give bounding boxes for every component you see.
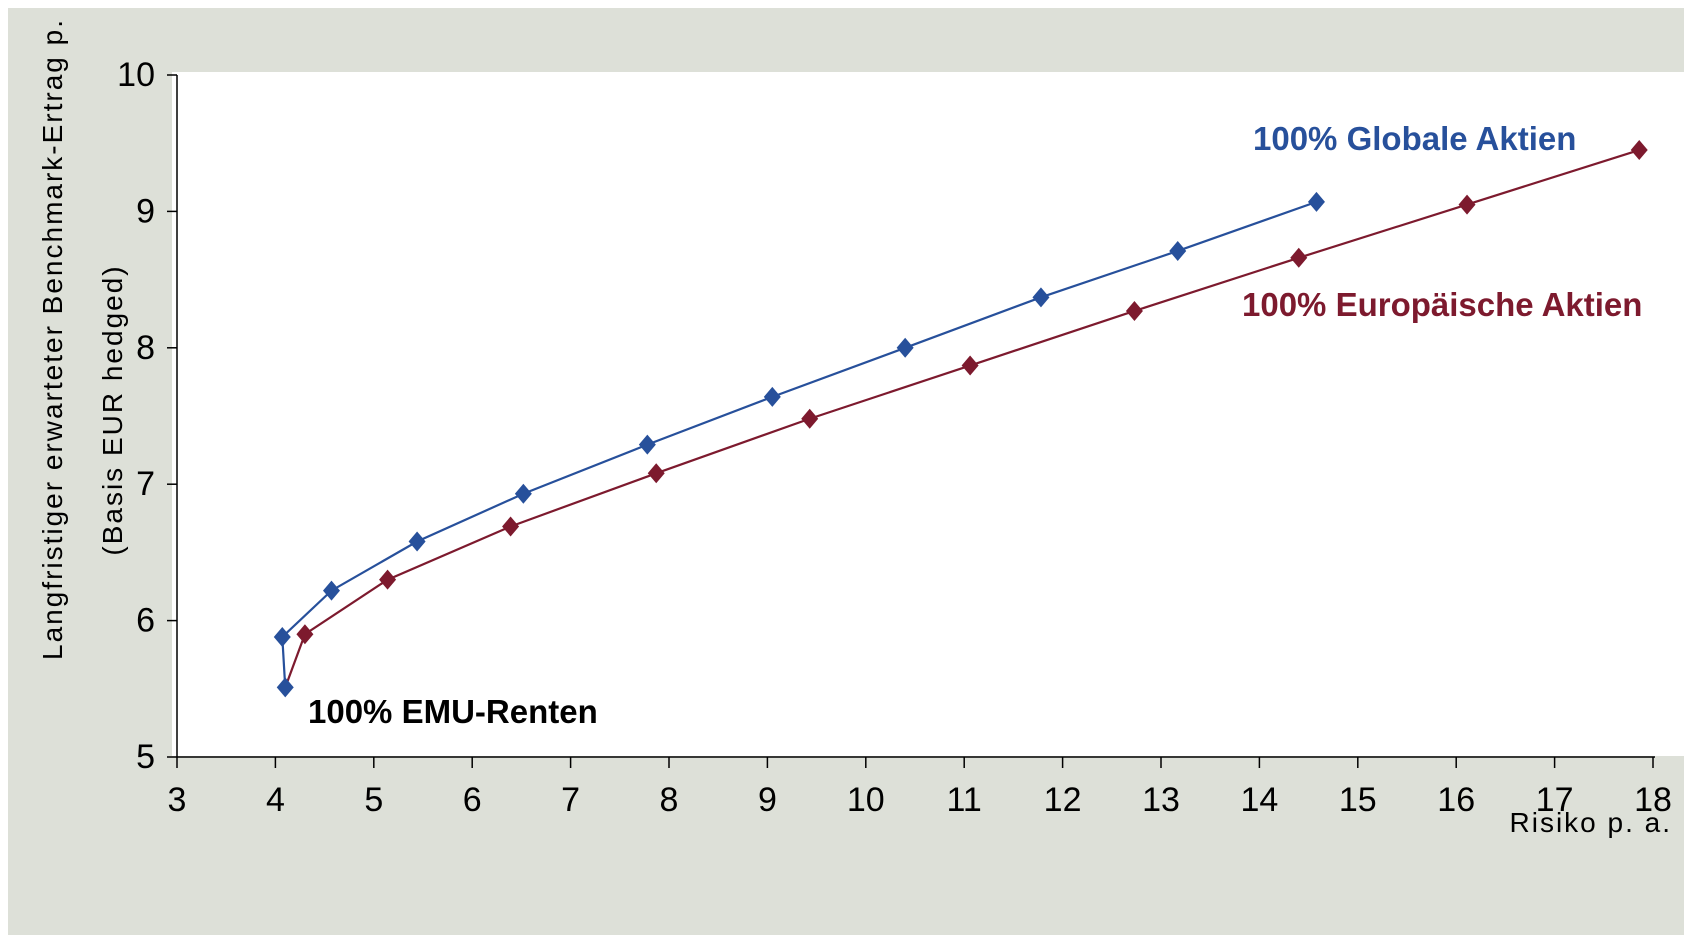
x-tick-label: 6 <box>463 781 482 819</box>
data-point-global <box>1307 191 1325 212</box>
data-point-global <box>514 483 532 504</box>
y-axis-subtitle: (Basis EUR hedged) <box>97 264 128 555</box>
data-point-europe <box>1630 140 1648 161</box>
data-point-europe <box>801 408 819 429</box>
y-tick-label: 10 <box>117 56 155 94</box>
data-point-europe <box>1290 247 1308 268</box>
annotation-global: 100% Globale Aktien <box>1253 120 1576 157</box>
x-axis-title: Risiko p. a. <box>1510 807 1673 838</box>
x-tick-label: 16 <box>1437 781 1475 819</box>
data-point-europe <box>502 516 520 537</box>
x-tick-label: 10 <box>847 781 885 819</box>
x-tick-label: 14 <box>1240 781 1278 819</box>
series-europe <box>284 140 1648 688</box>
y-tick-label: 8 <box>136 329 155 367</box>
data-point-global <box>1032 287 1050 308</box>
x-tick-label: 7 <box>561 781 580 819</box>
y-tick-label: 6 <box>136 602 155 640</box>
y-axis-title: Langfristiger erwarteter Benchmark-Ertra… <box>37 18 68 660</box>
data-point-global <box>896 337 914 358</box>
data-point-europe <box>379 569 397 590</box>
plot-area <box>172 72 1684 756</box>
data-point-global <box>763 386 781 407</box>
x-tick-label: 12 <box>1044 781 1082 819</box>
y-tick-label: 5 <box>136 738 155 776</box>
data-point-europe <box>296 624 314 645</box>
x-tick-label: 5 <box>364 781 383 819</box>
data-point-global <box>1169 240 1187 261</box>
annotation-layer: 100% Globale Aktien 100% Europäische Akti… <box>308 120 1642 730</box>
x-tick-label: 4 <box>266 781 285 819</box>
x-tick-label: 9 <box>758 781 777 819</box>
data-point-europe <box>647 463 665 484</box>
x-tick-label: 8 <box>660 781 679 819</box>
data-point-europe <box>1125 300 1143 321</box>
data-point-global <box>276 677 294 698</box>
y-tick-label: 9 <box>136 192 155 230</box>
data-point-global <box>638 434 656 455</box>
data-point-global <box>408 531 426 552</box>
x-tick-label: 13 <box>1142 781 1180 819</box>
x-tick-label: 18 <box>1634 781 1672 819</box>
data-point-europe <box>1458 194 1476 215</box>
x-tick-label: 17 <box>1536 781 1574 819</box>
series-global <box>273 191 1325 698</box>
data-point-global <box>322 580 340 601</box>
data-point-europe <box>961 355 979 376</box>
series-layer <box>273 140 1648 698</box>
x-tick-label: 11 <box>947 781 982 819</box>
data-point-global <box>273 626 291 647</box>
y-tick-label: 7 <box>136 465 155 503</box>
annotation-europe: 100% Europäische Aktien <box>1242 286 1642 323</box>
x-tick-label: 15 <box>1339 781 1377 819</box>
annotation-emu: 100% EMU-Renten <box>308 693 598 730</box>
x-tick-label: 3 <box>168 781 187 819</box>
